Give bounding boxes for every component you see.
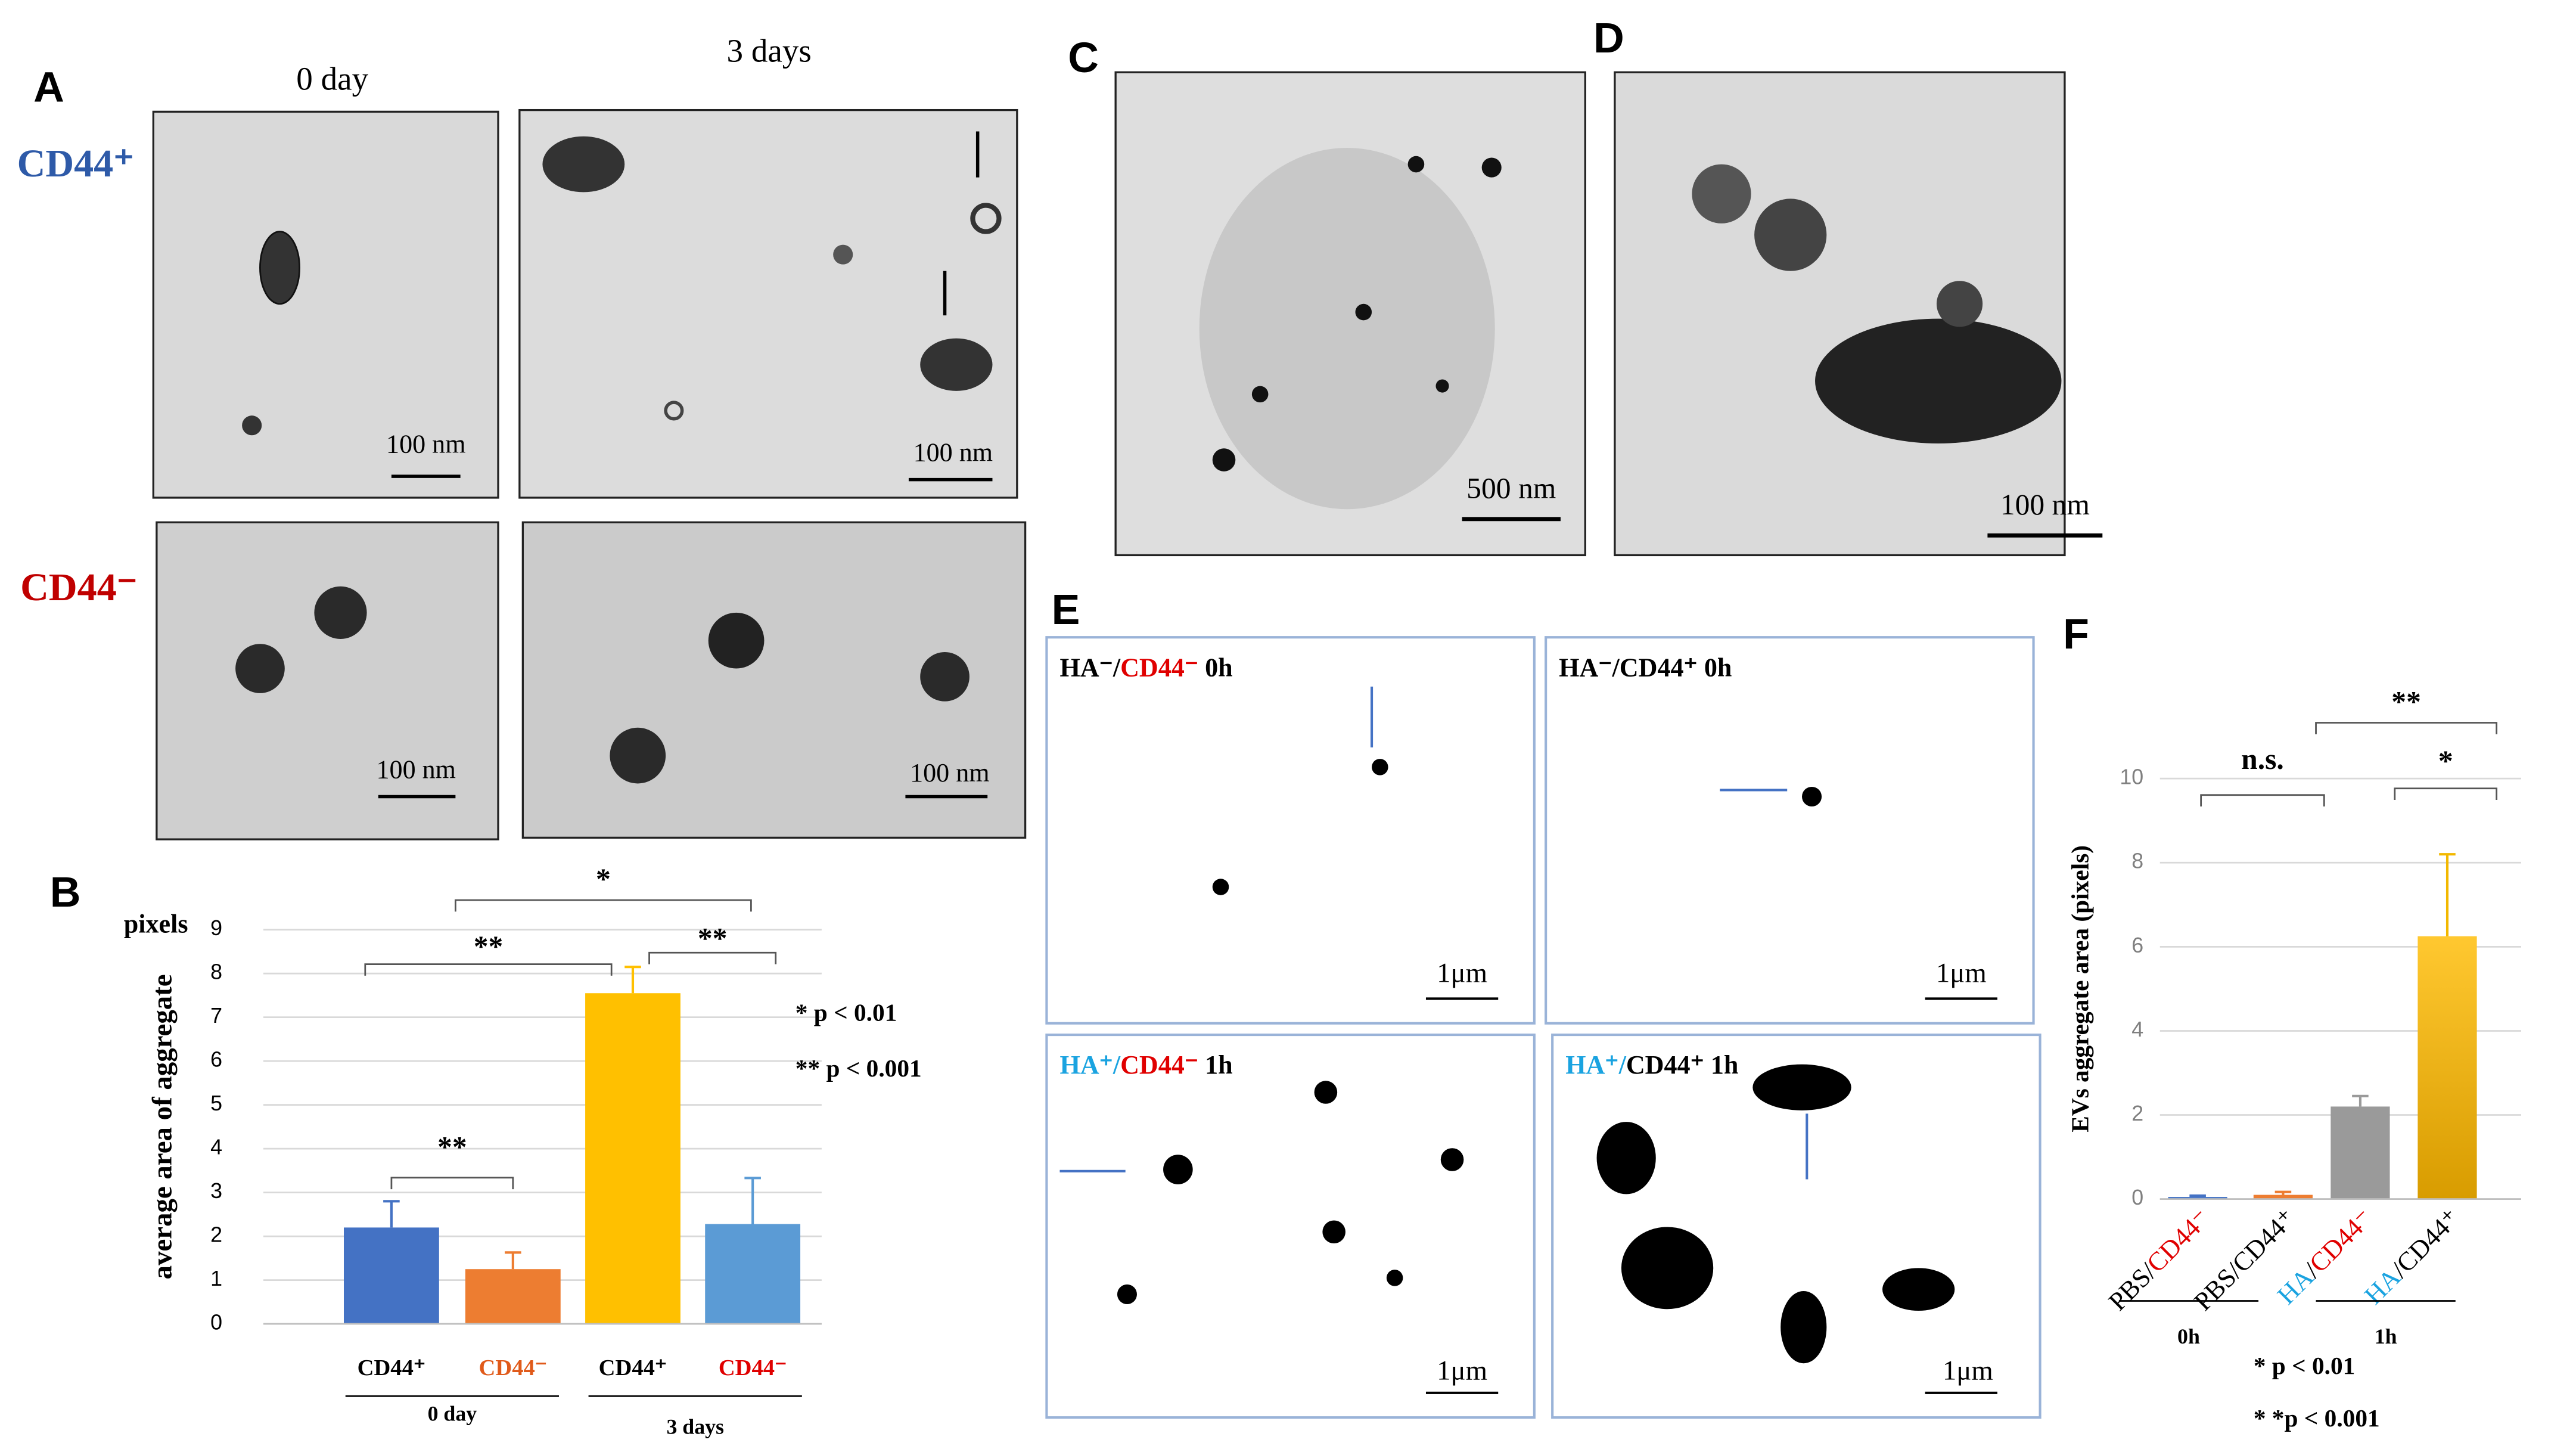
y-tick-label: 2 [2131, 1102, 2143, 1125]
bar [343, 1227, 439, 1324]
significance-bracket [364, 963, 613, 976]
image-title: HA⁻/CD44⁺ 0h [1559, 653, 1732, 682]
bar [2330, 1106, 2390, 1199]
note: * p < 0.01 [2254, 1352, 2356, 1379]
x-tick-label: HA/CD44⁺ [2359, 1203, 2466, 1310]
significance-label: * [2438, 744, 2453, 777]
significance-bracket [2394, 787, 2498, 801]
significance-label: n.s. [2241, 743, 2284, 775]
y-tick-label: 3 [210, 1179, 222, 1203]
column-label: 0 day [296, 60, 368, 97]
y-tick-label: 0 [2131, 1186, 2143, 1209]
x-tick-label: CD44⁻ [719, 1355, 787, 1380]
y-axis-label: average area of aggregate [147, 974, 178, 1279]
bar [2417, 936, 2477, 1199]
y-tick-label: 2 [210, 1223, 222, 1247]
micrographs-a [152, 108, 1027, 840]
scale-bar-label: 1μm [1936, 958, 1987, 989]
significance-label: ** [474, 930, 504, 963]
x-tick-label: CD44⁺ [358, 1355, 426, 1380]
note: ** p < 0.001 [796, 1054, 922, 1082]
text-part: HA⁻/ [1059, 653, 1120, 682]
text-part: CD44⁻ [2304, 1203, 2379, 1279]
text-part: CD44⁻ [1120, 653, 1198, 682]
significance-bracket [455, 899, 752, 912]
text-part: CD44⁺ 1h [1626, 1050, 1739, 1079]
unit-label: pixels [124, 909, 188, 938]
row-label: CD44⁺ [17, 142, 135, 185]
bar [465, 1269, 561, 1324]
panel-label: C [1068, 34, 1099, 82]
significance-label: ** [2391, 685, 2421, 718]
x-tick-label: CD44⁺ [599, 1355, 667, 1380]
y-tick-label: 8 [2131, 849, 2143, 873]
text-part: HA⁻/CD44⁺ 0h [1559, 653, 1732, 682]
panel-label: A [33, 63, 64, 111]
scale-bar-label: 1μm [1437, 1355, 1487, 1386]
panel-label: E [1052, 586, 1080, 634]
group-label: 1h [2375, 1324, 2397, 1348]
scale-bar-label: 1μm [1943, 1355, 1993, 1386]
x-tick-label: CD44⁻ [479, 1355, 548, 1380]
scale-bar-label: 100 nm [910, 758, 989, 787]
bar [705, 1224, 801, 1324]
text-part: HA⁺/ [1059, 1050, 1120, 1079]
significance-label: ** [437, 1130, 467, 1163]
panel-label: B [50, 868, 81, 916]
y-axis-label: EVs aggregate area (pixels) [2067, 845, 2095, 1133]
group-label: 0h [2177, 1324, 2200, 1348]
scale-bar-label: 100 nm [2000, 488, 2090, 521]
text-part: /CD44⁺ [2386, 1203, 2466, 1283]
y-tick-label: 8 [210, 960, 222, 984]
images-e [1045, 636, 2041, 1419]
bar [2168, 1197, 2227, 1199]
y-tick-label: 7 [210, 1004, 222, 1028]
y-tick-label: 0 [210, 1311, 222, 1335]
y-tick-label: 6 [2131, 933, 2143, 957]
y-tick-label: 9 [210, 916, 222, 940]
significance-label: ** [698, 922, 728, 954]
significance-bracket [2315, 722, 2498, 734]
significance-label: * [596, 862, 611, 895]
column-label: 3 days [727, 33, 812, 69]
y-tick-label: 5 [210, 1091, 222, 1115]
bar [2253, 1195, 2313, 1199]
text-part: HA⁺/ [1565, 1050, 1626, 1079]
note: * p < 0.01 [796, 998, 897, 1026]
note: * *p < 0.001 [2254, 1404, 2380, 1432]
panel-label: D [1593, 14, 1624, 62]
significance-bracket [2200, 794, 2325, 807]
scale-bar-label: 100 nm [377, 755, 456, 784]
scale-bar-label: 100 nm [913, 438, 993, 467]
significance-bracket [390, 1177, 514, 1190]
group-label: 3 days [666, 1415, 724, 1439]
y-tick-label: 10 [2120, 765, 2143, 789]
image-title: HA⁻/CD44⁻ 0h [1059, 653, 1232, 682]
content: A 0 day 3 days CD44⁺ CD44⁻ 100 nm 100 nm 100 nm… [17, 14, 2521, 1439]
y-tick-label: 6 [210, 1048, 222, 1072]
group-label: 0 day [428, 1402, 477, 1426]
significance-bracket [648, 951, 777, 964]
text-part: 1h [1198, 1050, 1233, 1079]
scale-bar-label: 500 nm [1466, 471, 1556, 504]
y-tick-label: 1 [210, 1267, 222, 1290]
y-tick-label: 4 [2131, 1017, 2143, 1041]
y-tick-label: 4 [210, 1135, 222, 1159]
text-part: 0h [1198, 653, 1233, 682]
bar [585, 993, 680, 1324]
scale-bar-label: 1μm [1437, 958, 1487, 989]
scale-bar-label: 100 nm [386, 430, 465, 459]
image-title: HA⁺/CD44⁻ 1h [1059, 1050, 1232, 1079]
text-part: CD44⁻ [1120, 1050, 1198, 1079]
micrographs-cd [1114, 71, 2103, 557]
row-label: CD44⁻ [20, 566, 138, 609]
text-part: CD44⁻ [2141, 1203, 2216, 1279]
panel-label: F [2063, 610, 2089, 658]
image-title: HA⁺/CD44⁺ 1h [1565, 1050, 1738, 1079]
